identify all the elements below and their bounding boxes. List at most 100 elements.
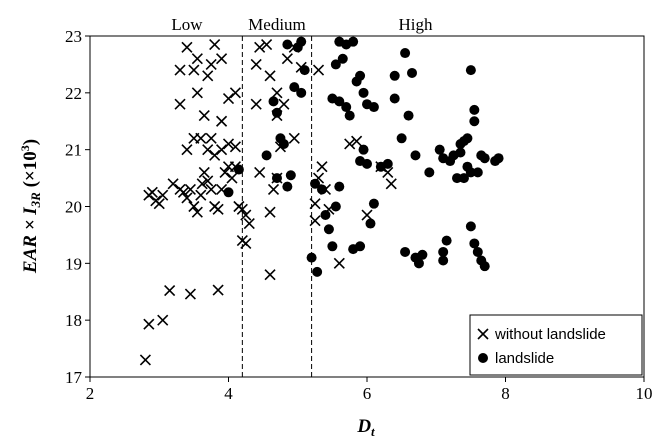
point-without-landslide bbox=[250, 58, 262, 70]
point-landslide bbox=[382, 158, 393, 169]
point-landslide bbox=[469, 238, 480, 249]
point-without-landslide bbox=[216, 115, 228, 127]
x-tick-label: 8 bbox=[501, 384, 510, 403]
point-without-landslide bbox=[312, 64, 325, 76]
point-without-landslide bbox=[243, 217, 255, 230]
x-axis-title: Dt bbox=[356, 416, 375, 438]
point-without-landslide bbox=[198, 166, 210, 178]
y-tick-label: 21 bbox=[65, 141, 82, 160]
point-landslide bbox=[268, 96, 279, 107]
x-tick-label: 2 bbox=[86, 384, 95, 403]
point-landslide bbox=[465, 65, 476, 76]
point-without-landslide bbox=[309, 215, 321, 227]
point-landslide bbox=[327, 241, 338, 252]
point-without-landslide bbox=[385, 178, 397, 190]
point-without-landslide bbox=[216, 144, 228, 156]
point-landslide bbox=[330, 59, 341, 70]
point-without-landslide bbox=[157, 314, 169, 326]
point-without-landslide bbox=[271, 87, 283, 99]
point-landslide bbox=[306, 252, 317, 263]
point-landslide bbox=[355, 241, 366, 252]
point-without-landslide bbox=[174, 98, 186, 110]
y-tick-label: 23 bbox=[65, 27, 82, 46]
point-landslide bbox=[358, 87, 369, 98]
point-without-landslide bbox=[333, 257, 345, 269]
point-landslide bbox=[348, 36, 359, 47]
point-without-landslide bbox=[222, 92, 235, 105]
point-landslide bbox=[438, 246, 449, 257]
legend-label: without landslide bbox=[494, 326, 606, 343]
point-without-landslide bbox=[195, 189, 207, 201]
point-without-landslide bbox=[181, 192, 193, 204]
point-without-landslide bbox=[143, 318, 155, 330]
point-landslide bbox=[271, 107, 282, 118]
point-landslide bbox=[323, 224, 334, 235]
point-without-landslide bbox=[219, 166, 231, 178]
point-landslide bbox=[469, 116, 480, 127]
point-landslide bbox=[438, 255, 449, 266]
y-tick-label: 19 bbox=[65, 254, 82, 273]
point-landslide bbox=[365, 218, 376, 229]
point-landslide bbox=[296, 36, 307, 47]
point-landslide bbox=[312, 266, 323, 277]
point-without-landslide bbox=[261, 38, 273, 51]
point-without-landslide bbox=[184, 183, 196, 196]
point-without-landslide bbox=[351, 135, 363, 147]
point-without-landslide bbox=[202, 175, 214, 187]
point-landslide bbox=[330, 201, 341, 212]
point-without-landslide bbox=[254, 41, 266, 53]
point-landslide bbox=[296, 87, 307, 98]
point-without-landslide bbox=[222, 138, 235, 150]
point-without-landslide bbox=[267, 183, 280, 196]
point-without-landslide bbox=[264, 70, 276, 82]
point-without-landslide bbox=[250, 98, 262, 110]
y-tick-label: 22 bbox=[65, 84, 82, 103]
point-without-landslide bbox=[240, 209, 252, 221]
point-landslide bbox=[479, 153, 490, 164]
point-landslide bbox=[368, 102, 379, 113]
point-landslide bbox=[389, 70, 400, 81]
point-landslide bbox=[289, 82, 300, 93]
point-landslide bbox=[410, 150, 421, 161]
point-landslide bbox=[455, 147, 466, 158]
point-landslide bbox=[334, 181, 345, 192]
point-without-landslide bbox=[181, 144, 193, 156]
x-tick-label: 10 bbox=[636, 384, 653, 403]
point-landslide bbox=[465, 221, 476, 232]
point-landslide bbox=[424, 167, 435, 178]
point-without-landslide bbox=[153, 198, 165, 210]
point-landslide bbox=[462, 133, 473, 144]
point-landslide bbox=[344, 110, 355, 121]
point-without-landslide bbox=[191, 206, 203, 218]
point-without-landslide bbox=[146, 186, 158, 198]
point-without-landslide bbox=[278, 98, 290, 110]
x-tick-label: 4 bbox=[224, 384, 233, 403]
point-landslide bbox=[271, 173, 282, 184]
point-landslide bbox=[278, 138, 289, 149]
y-tick-label: 18 bbox=[65, 311, 82, 330]
point-without-landslide bbox=[205, 132, 217, 144]
legend-marker-x bbox=[477, 328, 489, 340]
point-without-landslide bbox=[164, 285, 176, 297]
point-without-landslide bbox=[188, 200, 200, 213]
point-landslide bbox=[337, 53, 348, 64]
y-axis-title: EAR × I3R (×103) bbox=[18, 139, 43, 274]
point-landslide bbox=[362, 158, 372, 169]
legend-label: landslide bbox=[495, 350, 554, 367]
point-without-landslide bbox=[196, 178, 208, 190]
point-without-landslide bbox=[198, 110, 210, 122]
point-landslide bbox=[223, 187, 234, 198]
point-without-landslide bbox=[240, 237, 252, 250]
point-without-landslide bbox=[209, 149, 221, 161]
point-landslide bbox=[452, 173, 463, 184]
point-without-landslide bbox=[205, 183, 217, 196]
point-without-landslide bbox=[229, 141, 241, 153]
point-landslide bbox=[285, 170, 296, 181]
point-landslide bbox=[403, 110, 414, 121]
point-without-landslide bbox=[191, 87, 203, 99]
point-landslide bbox=[316, 184, 327, 195]
point-without-landslide bbox=[212, 203, 224, 215]
point-without-landslide bbox=[254, 166, 266, 178]
point-without-landslide bbox=[344, 138, 356, 150]
point-without-landslide bbox=[236, 203, 248, 215]
